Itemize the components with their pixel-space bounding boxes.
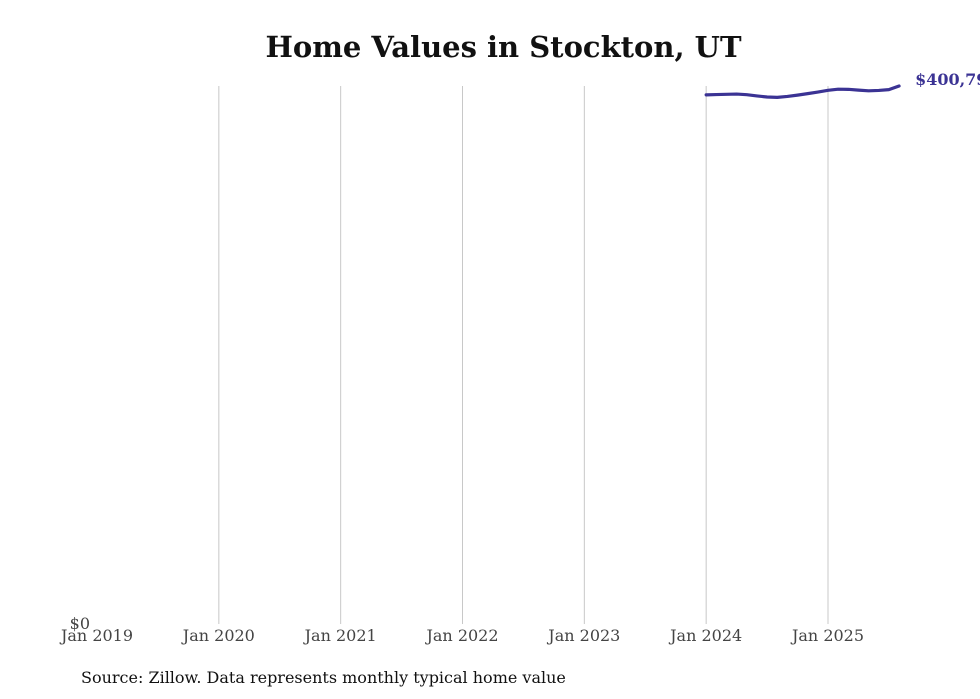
source-note: Source: Zillow. Data represents monthly … xyxy=(81,668,566,687)
x-tick-label: Jan 2020 xyxy=(181,626,255,645)
y-tick-label: $0 xyxy=(70,614,90,633)
x-tick-label: Jan 2025 xyxy=(790,626,864,645)
gridlines xyxy=(218,86,829,624)
x-tick-label: Jan 2021 xyxy=(303,626,377,645)
x-tick-label: Jan 2022 xyxy=(424,626,498,645)
series-line xyxy=(704,84,901,99)
chart-title: Home Values in Stockton, UT xyxy=(265,30,742,64)
series-layer xyxy=(704,84,901,99)
x-tick-label: Jan 2023 xyxy=(546,626,620,645)
x-tick-label: Jan 2024 xyxy=(668,626,742,645)
tick-labels: Jan 2019 Jan 2020 Jan 2021 Jan 2022 Jan 2023… xyxy=(59,70,980,645)
end-value-label: $400,790 xyxy=(915,70,980,89)
x-tick-label: Jan 2019 xyxy=(59,626,133,645)
